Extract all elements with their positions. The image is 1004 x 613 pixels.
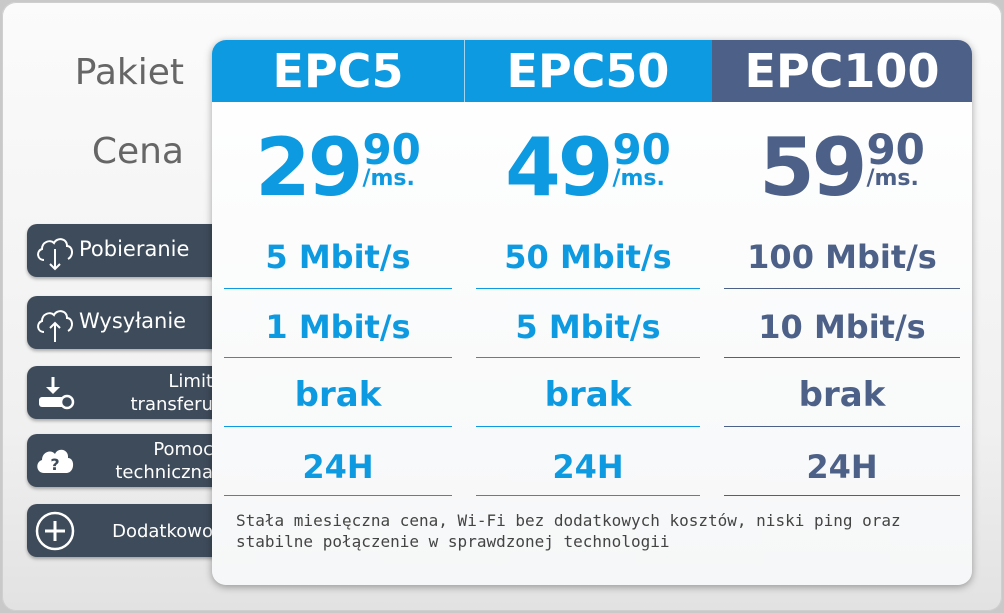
plan-header-epc100: EPC100: [712, 40, 972, 102]
download-label: Pobieranie: [79, 237, 190, 261]
drive-download-icon: [39, 377, 75, 410]
support-hours: 24H: [302, 448, 374, 486]
transfer-limit: brak: [544, 375, 632, 415]
cloud-upload-icon: [37, 310, 73, 342]
price-cents: 90: [866, 125, 925, 174]
transfer-limit-label-line1: Limit: [168, 371, 213, 392]
download-speed: 5 Mbit/s: [265, 238, 411, 276]
upload-speed: 10 Mbit/s: [758, 308, 926, 346]
support-button[interactable]: ? Pomoc techniczna: [27, 434, 227, 487]
price-label: Cena: [91, 131, 184, 172]
plan-price: 29 90/ms.: [212, 128, 464, 208]
price-integer: 49: [505, 121, 613, 214]
support-label-line1: Pomoc: [153, 439, 213, 460]
row-divider: [476, 426, 700, 427]
plan-price: 59 90/ms.: [712, 128, 972, 208]
cloud-download-icon: [37, 238, 73, 271]
row-divider: [224, 357, 452, 358]
upload-button[interactable]: Wysyłanie: [27, 296, 227, 349]
upload-speed: 1 Mbit/s: [265, 308, 411, 346]
row-divider: [224, 426, 452, 427]
row-divider: [724, 426, 960, 427]
upload-speed: 5 Mbit/s: [515, 308, 661, 346]
support-label-line2: techniczna: [115, 462, 213, 483]
download-speed: 100 Mbit/s: [747, 238, 937, 276]
extras-label: Dodatkowo: [112, 521, 213, 542]
transfer-limit: brak: [798, 375, 886, 415]
transfer-limit-button[interactable]: Limit transferu: [27, 366, 227, 419]
price-cents: 90: [362, 125, 421, 174]
transfer-limit: brak: [294, 375, 382, 415]
row-divider: [224, 495, 452, 496]
price-period: /ms.: [866, 166, 919, 191]
plan-price: 49 90/ms.: [464, 128, 712, 208]
header-divider: [464, 40, 465, 102]
plan-column-epc5: 29 90/ms. 5 Mbit/s 1 Mbit/s brak 24H: [212, 102, 464, 585]
upload-label: Wysyłanie: [79, 309, 187, 333]
row-divider: [224, 288, 452, 289]
support-hours: 24H: [552, 448, 624, 486]
cloud-help-icon: ?: [37, 449, 74, 474]
plan-header-epc50: EPC50: [464, 40, 712, 102]
plan-column-epc100: 59 90/ms. 100 Mbit/s 10 Mbit/s brak 24H: [712, 102, 972, 585]
transfer-limit-label-line2: transferu: [130, 394, 214, 415]
price-period: /ms.: [612, 166, 665, 191]
extras-button[interactable]: Dodatkowo: [27, 504, 227, 557]
row-divider: [724, 288, 960, 289]
price-integer: 59: [759, 121, 867, 214]
row-divider: [724, 357, 960, 358]
row-divider: [724, 495, 960, 496]
row-divider: [476, 288, 700, 289]
price-cents: 90: [612, 125, 671, 174]
support-hours: 24H: [806, 448, 878, 486]
plans-card: EPC5 EPC50 EPC100 29 90/ms. 5 Mbit/s 1 Mb…: [212, 40, 972, 585]
row-divider: [476, 495, 700, 496]
row-divider: [476, 357, 700, 358]
download-button[interactable]: Pobieranie: [27, 224, 227, 277]
package-label: Pakiet: [74, 52, 184, 93]
plan-header-epc5: EPC5: [212, 40, 464, 102]
price-integer: 29: [255, 121, 363, 214]
download-speed: 50 Mbit/s: [504, 238, 672, 276]
extras-note: Stała miesięczna cena, Wi-Fi bez dodatko…: [236, 511, 901, 551]
svg-text:?: ?: [50, 455, 59, 474]
plan-column-epc50: 49 90/ms. 50 Mbit/s 5 Mbit/s brak 24H: [464, 102, 712, 585]
price-period: /ms.: [362, 166, 415, 191]
plus-circle-icon: [35, 511, 75, 551]
